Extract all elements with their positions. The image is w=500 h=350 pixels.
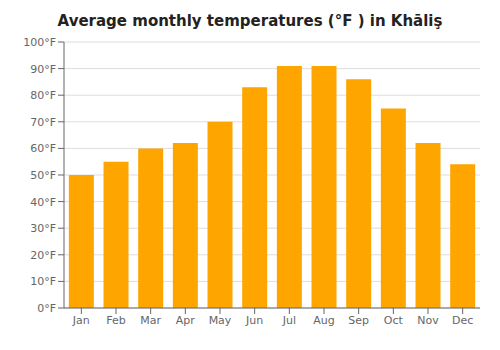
- svg-text:Aug: Aug: [313, 314, 334, 327]
- html-text:Average monthly temperatures (: Average monthly temperatures (°F ) in Kh…: [57, 12, 443, 30]
- svg-text:Jun: Jun: [245, 314, 263, 327]
- svg-text:Nov: Nov: [417, 314, 439, 327]
- svg-text:Apr: Apr: [176, 314, 196, 327]
- svg-text:20°F: 20°F: [30, 249, 56, 262]
- svg-text:Dec: Dec: [452, 314, 473, 327]
- svg-text:Feb: Feb: [106, 314, 125, 327]
- svg-text:Jul: Jul: [282, 314, 296, 327]
- svg-text:Mar: Mar: [140, 314, 161, 327]
- svg-text:0°F: 0°F: [37, 302, 56, 315]
- svg-text:60°F: 60°F: [30, 142, 56, 155]
- svg-text:30°F: 30°F: [30, 222, 56, 235]
- svg-text:100°F: 100°F: [23, 36, 56, 49]
- svg-text:80°F: 80°F: [30, 89, 56, 102]
- svg-text:90°F: 90°F: [30, 63, 56, 76]
- svg-text:50°F: 50°F: [30, 169, 56, 182]
- svg-text:70°F: 70°F: [30, 116, 56, 129]
- svg-text:May: May: [209, 314, 232, 327]
- svg-text:Sep: Sep: [348, 314, 369, 327]
- svg-text:10°F: 10°F: [30, 275, 56, 288]
- svg-text:Oct: Oct: [384, 314, 404, 327]
- svg-text:Jan: Jan: [72, 314, 90, 327]
- svg-text:40°F: 40°F: [30, 196, 56, 209]
